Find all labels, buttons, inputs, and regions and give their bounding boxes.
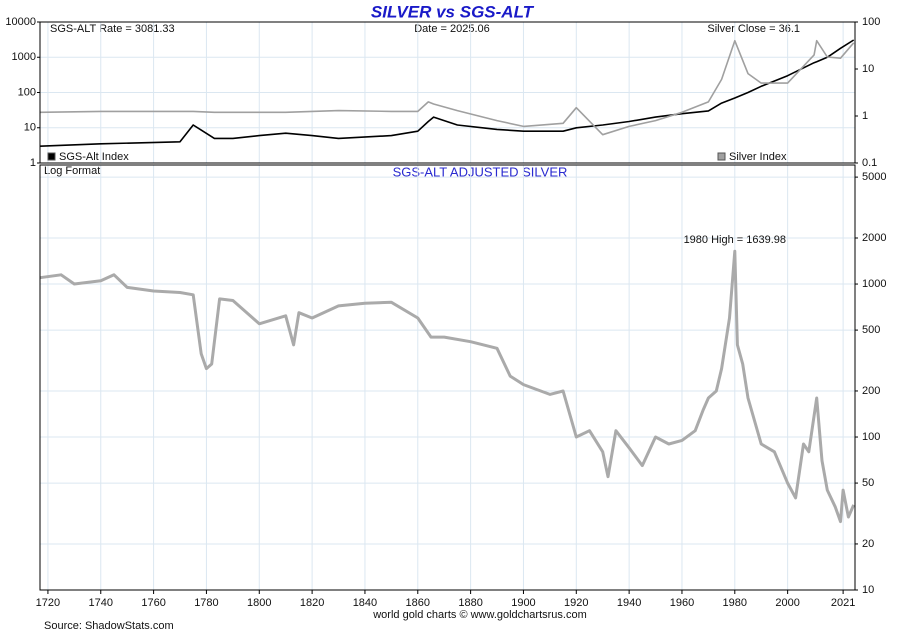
x-tick-label: 1780 [194,597,218,609]
series-line [39,39,855,136]
y-tick-label: 100 [862,431,880,443]
x-tick-label: 1960 [670,597,694,609]
close-label: Silver Close = 36.1 [707,23,800,35]
legend-label: Silver Index [729,151,787,163]
x-tick-label: 2000 [775,597,799,609]
y2-tick-label: 0.1 [862,157,877,169]
date-label: Date = 2025.06 [414,23,490,35]
annotation: 1980 High = 1639.98 [684,234,786,246]
x-tick-label: 1840 [353,597,377,609]
x-tick-label: 1800 [247,597,271,609]
y-tick-label: 2000 [862,232,886,244]
chart-title: SILVER vs SGS-ALT [371,2,535,21]
legend-label: SGS-Alt Index [59,151,129,163]
x-tick-label: 1820 [300,597,324,609]
legend-swatch [717,152,726,161]
series-line [39,249,856,524]
y-tick-label: 500 [862,324,880,336]
y-tick-label: 1 [30,157,36,169]
rate-label: SGS-ALT Rate = 3081.33 [50,23,175,35]
x-tick-label: 1920 [564,597,588,609]
x-tick-label: 1720 [36,597,60,609]
x-tick-label: 1940 [617,597,641,609]
scale-label: Log Format [44,165,100,177]
x-tick-label: 1980 [723,597,747,609]
y2-tick-label: 100 [862,16,880,28]
x-tick-label: 2021 [831,597,855,609]
y-tick-label: 200 [862,385,880,397]
plot-frame [39,164,856,591]
y-tick-label: 10 [24,122,36,134]
y-tick-label: 5000 [862,171,886,183]
footer: world gold charts © www.goldchartsrus.co… [372,609,587,621]
x-tick-label: 1860 [406,597,430,609]
y-tick-label: 20 [862,538,874,550]
x-tick-label: 1900 [511,597,535,609]
x-tick-label: 1740 [89,597,113,609]
y2-tick-label: 10 [862,63,874,75]
x-tick-label: 1760 [141,597,165,609]
x-tick-label: 1880 [458,597,482,609]
y-tick-label: 100 [18,86,36,98]
y-tick-label: 1000 [12,51,36,63]
y-tick-label: 10000 [5,16,36,28]
series-line [39,39,855,147]
y-tick-label: 1000 [862,278,886,290]
source: Source: ShadowStats.com [44,620,174,632]
legend-swatch [47,152,56,161]
plot-frame [39,21,856,164]
y-tick-label: 10 [862,584,874,596]
y2-tick-label: 1 [862,110,868,122]
y-tick-label: 50 [862,477,874,489]
